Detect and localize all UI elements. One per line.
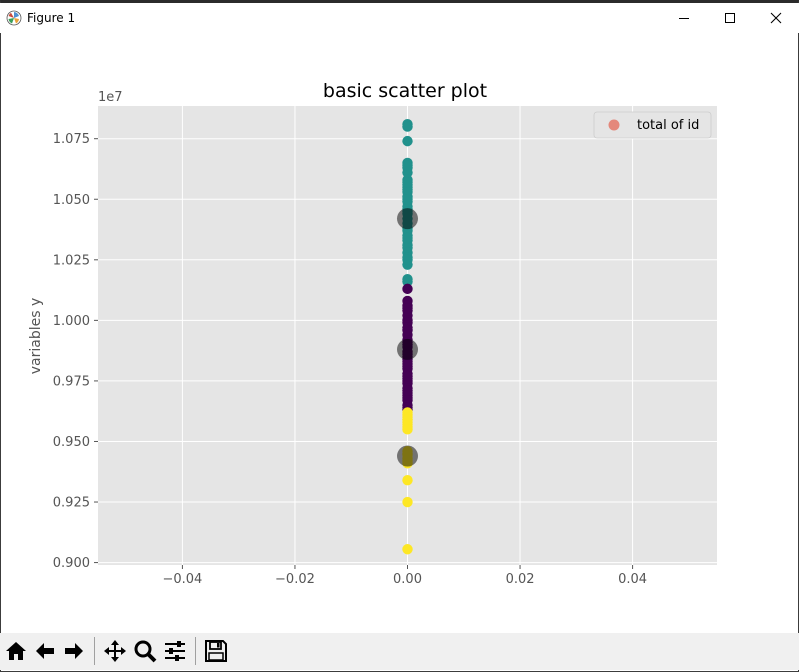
y-tick-label: 1.000 — [53, 314, 90, 329]
configure-subplots-button[interactable] — [161, 636, 189, 666]
close-button[interactable] — [753, 3, 799, 33]
data-point — [402, 496, 413, 508]
maximize-button[interactable] — [707, 3, 753, 33]
data-point — [402, 358, 413, 370]
data-point — [402, 385, 413, 396]
data-point — [402, 160, 413, 171]
x-tick-label: 0.00 — [393, 572, 422, 587]
toolbar — [0, 633, 799, 670]
data-point — [402, 303, 413, 314]
minimize-button[interactable] — [661, 3, 707, 33]
zoom-button[interactable] — [131, 636, 159, 666]
data-point — [402, 177, 413, 188]
minimize-icon — [679, 18, 689, 19]
cluster-center-point — [397, 208, 418, 230]
y-offset-label: 1e7 — [98, 90, 123, 105]
legend-label: total of id — [637, 118, 699, 133]
scatter-chart: −0.04 −0.02 0.00 0.02 0.04 0.900 0.925 0.950 0.… — [28, 80, 717, 587]
maximize-icon — [725, 13, 735, 23]
pan-button[interactable] — [101, 636, 129, 666]
arrow-left-icon — [36, 643, 54, 659]
x-tick-label: 0.02 — [506, 572, 535, 587]
x-tick-label: −0.04 — [162, 572, 202, 587]
data-point — [402, 254, 413, 266]
data-point — [402, 414, 413, 425]
data-point — [402, 475, 413, 486]
x-tick-label: −0.02 — [275, 572, 315, 587]
y-tick-label: 1.025 — [53, 253, 90, 268]
toolbar-separator — [94, 637, 95, 665]
move-icon — [104, 640, 126, 662]
y-axis-label: variables y — [28, 298, 44, 375]
y-tick-label: 0.950 — [53, 435, 90, 450]
sliders-icon — [165, 641, 185, 661]
data-point — [402, 232, 413, 244]
matplotlib-icon — [6, 10, 22, 26]
data-point — [402, 370, 413, 382]
y-tick-label: 1.050 — [53, 193, 90, 208]
data-point — [402, 276, 413, 287]
forward-button[interactable] — [60, 636, 88, 666]
chart-title: basic scatter plot — [323, 80, 487, 102]
arrow-right-icon — [65, 643, 83, 659]
data-point — [402, 544, 413, 555]
legend: total of id — [593, 111, 712, 139]
close-icon — [770, 12, 782, 24]
window-title: Figure 1 — [27, 11, 76, 25]
figure-canvas[interactable]: −0.04 −0.02 0.00 0.02 0.04 0.900 0.925 0.950 0.… — [0, 33, 799, 633]
x-tick-label: 0.04 — [618, 572, 647, 587]
save-button[interactable] — [202, 636, 230, 666]
data-point — [402, 283, 413, 295]
home-button[interactable] — [2, 636, 30, 666]
data-point — [402, 121, 413, 132]
y-tick-label: 0.925 — [53, 496, 90, 511]
floppy-disk-icon — [205, 640, 227, 662]
data-point — [402, 167, 413, 178]
y-tick-label: 0.975 — [53, 374, 90, 389]
home-icon — [6, 642, 26, 660]
magnifier-icon — [134, 640, 157, 663]
legend-marker — [608, 119, 620, 131]
data-point — [402, 424, 413, 435]
data-point — [402, 135, 413, 147]
cluster-center-point — [397, 445, 418, 467]
data-point — [402, 194, 413, 205]
title-bar[interactable]: Figure 1 — [0, 3, 799, 33]
back-button[interactable] — [31, 636, 59, 666]
y-tick-label: 1.075 — [53, 132, 90, 147]
data-point — [402, 184, 413, 195]
y-tick-label: 0.900 — [53, 556, 90, 571]
cluster-center-point — [397, 338, 418, 360]
toolbar-separator — [195, 637, 196, 665]
data-point — [402, 324, 413, 336]
